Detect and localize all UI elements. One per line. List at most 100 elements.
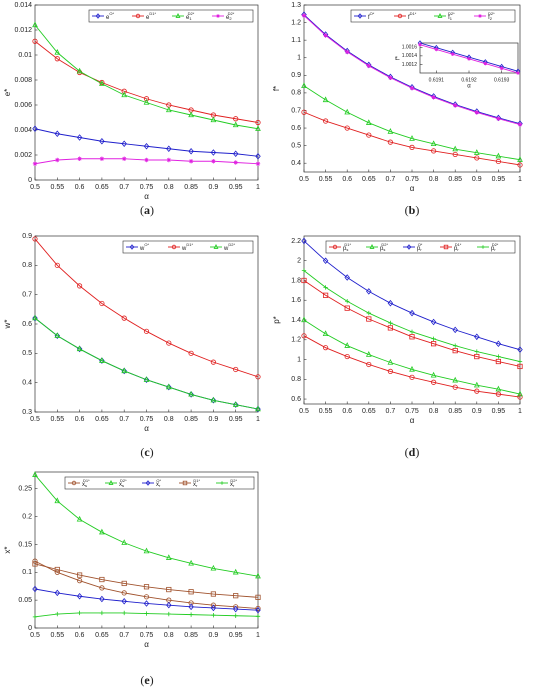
marker <box>409 144 415 150</box>
x-tick-label: 0.8 <box>429 176 439 183</box>
marker <box>344 305 350 311</box>
marker <box>366 132 372 138</box>
x-tick-label: 0.95 <box>492 176 506 183</box>
marker <box>344 274 350 281</box>
legend-label-name: p <box>491 246 495 252</box>
caption-letter: a <box>144 203 150 217</box>
x-tick-label: 0.95 <box>492 408 506 415</box>
marker <box>366 288 372 295</box>
x-tick-label: 1 <box>518 176 522 183</box>
series-line <box>303 335 521 398</box>
marker <box>54 262 60 268</box>
x-tick-label: 1 <box>256 416 260 423</box>
marker <box>495 340 502 347</box>
marker <box>322 257 329 264</box>
marker <box>232 401 239 407</box>
marker <box>478 14 482 18</box>
legend-label-sup: D2* <box>492 242 499 247</box>
marker <box>430 379 437 385</box>
legend-label: psD1* <box>343 242 351 252</box>
marker <box>76 345 83 352</box>
legend-box <box>350 9 516 23</box>
legend-label: f2D2* <box>488 11 495 21</box>
x-axis-label: α <box>467 84 471 90</box>
legend-label-sup: D2* <box>228 242 235 247</box>
marker <box>121 590 127 596</box>
marker <box>517 346 523 353</box>
marker <box>406 244 412 250</box>
marker <box>496 116 501 121</box>
marker <box>166 157 171 163</box>
legend-label-name: f <box>488 15 490 21</box>
y-tick-label: 0.4 <box>22 380 32 387</box>
marker <box>255 606 261 614</box>
marker <box>443 244 449 250</box>
marker <box>495 385 502 392</box>
legend-label-sup: O* <box>370 11 375 16</box>
legend-label-sub: s <box>122 483 124 488</box>
y-tick-label: 1.2 <box>291 19 301 26</box>
marker <box>32 585 38 593</box>
marker <box>108 479 114 485</box>
x-tick-label: 0.85 <box>448 176 462 183</box>
marker <box>188 559 194 566</box>
marker <box>387 139 393 145</box>
x-tick-label: 0.5 <box>30 632 40 639</box>
marker <box>301 268 307 273</box>
marker <box>210 602 216 608</box>
x-tick-label: 0.95 <box>229 632 243 639</box>
legend-label-sup: D1* <box>193 478 200 483</box>
y-tick-label: 1.8 <box>291 277 301 284</box>
x-tick-label: 0.8 <box>164 632 174 639</box>
series-line <box>34 560 259 609</box>
legend-label-name: x <box>156 482 159 488</box>
marker <box>332 244 338 250</box>
x-tick-label: 0.5 <box>30 416 40 423</box>
marker <box>322 330 329 336</box>
legend-label-sup: D2* <box>120 478 127 483</box>
legend-label-sup: D1* <box>83 478 90 483</box>
marker <box>409 329 415 335</box>
x-tick-label: 0.95 <box>229 184 243 191</box>
x-tick-label: 0.5 <box>299 408 309 415</box>
marker <box>77 578 83 584</box>
marker <box>211 159 216 164</box>
marker <box>255 594 261 600</box>
legend-label: prD2* <box>491 242 499 252</box>
marker <box>54 56 60 62</box>
marker <box>121 88 127 94</box>
marker <box>453 343 458 348</box>
plot-frame <box>34 235 259 413</box>
marker <box>121 140 127 148</box>
y-tick-label: 0.9 <box>291 72 301 79</box>
marker <box>255 374 261 380</box>
legend-box <box>88 9 254 23</box>
marker <box>32 161 38 166</box>
y-tick-label: 0.25 <box>18 486 32 493</box>
y-tick-label: 0.8 <box>291 376 301 383</box>
marker <box>145 480 151 486</box>
legend-label: e1D2* <box>186 11 195 21</box>
marker <box>121 91 128 98</box>
marker <box>409 85 415 91</box>
x-tick-label: 0.6 <box>75 416 85 423</box>
marker <box>366 316 372 322</box>
x-tick-label: 0.6192 <box>461 77 477 83</box>
marker <box>216 14 220 18</box>
y-tick-label: 1.0012 <box>402 62 418 68</box>
marker <box>323 33 328 38</box>
x-tick-label: 0.6191 <box>429 77 445 83</box>
marker <box>452 348 458 354</box>
y-tick-label: 0.4 <box>291 160 301 167</box>
y-axis-label: f* <box>272 86 281 91</box>
marker <box>210 604 217 612</box>
y-axis-label: e* <box>3 89 12 97</box>
y-tick-label: 2.2 <box>291 238 301 245</box>
y-tick-label: 2 <box>297 258 301 265</box>
legend-label-sub: 1 <box>450 16 453 21</box>
x-tick-label: 0.65 <box>95 184 109 191</box>
marker <box>99 357 105 363</box>
marker <box>369 243 375 249</box>
y-axis-label: p* <box>272 316 281 324</box>
legend-label-sub: s <box>383 247 385 252</box>
